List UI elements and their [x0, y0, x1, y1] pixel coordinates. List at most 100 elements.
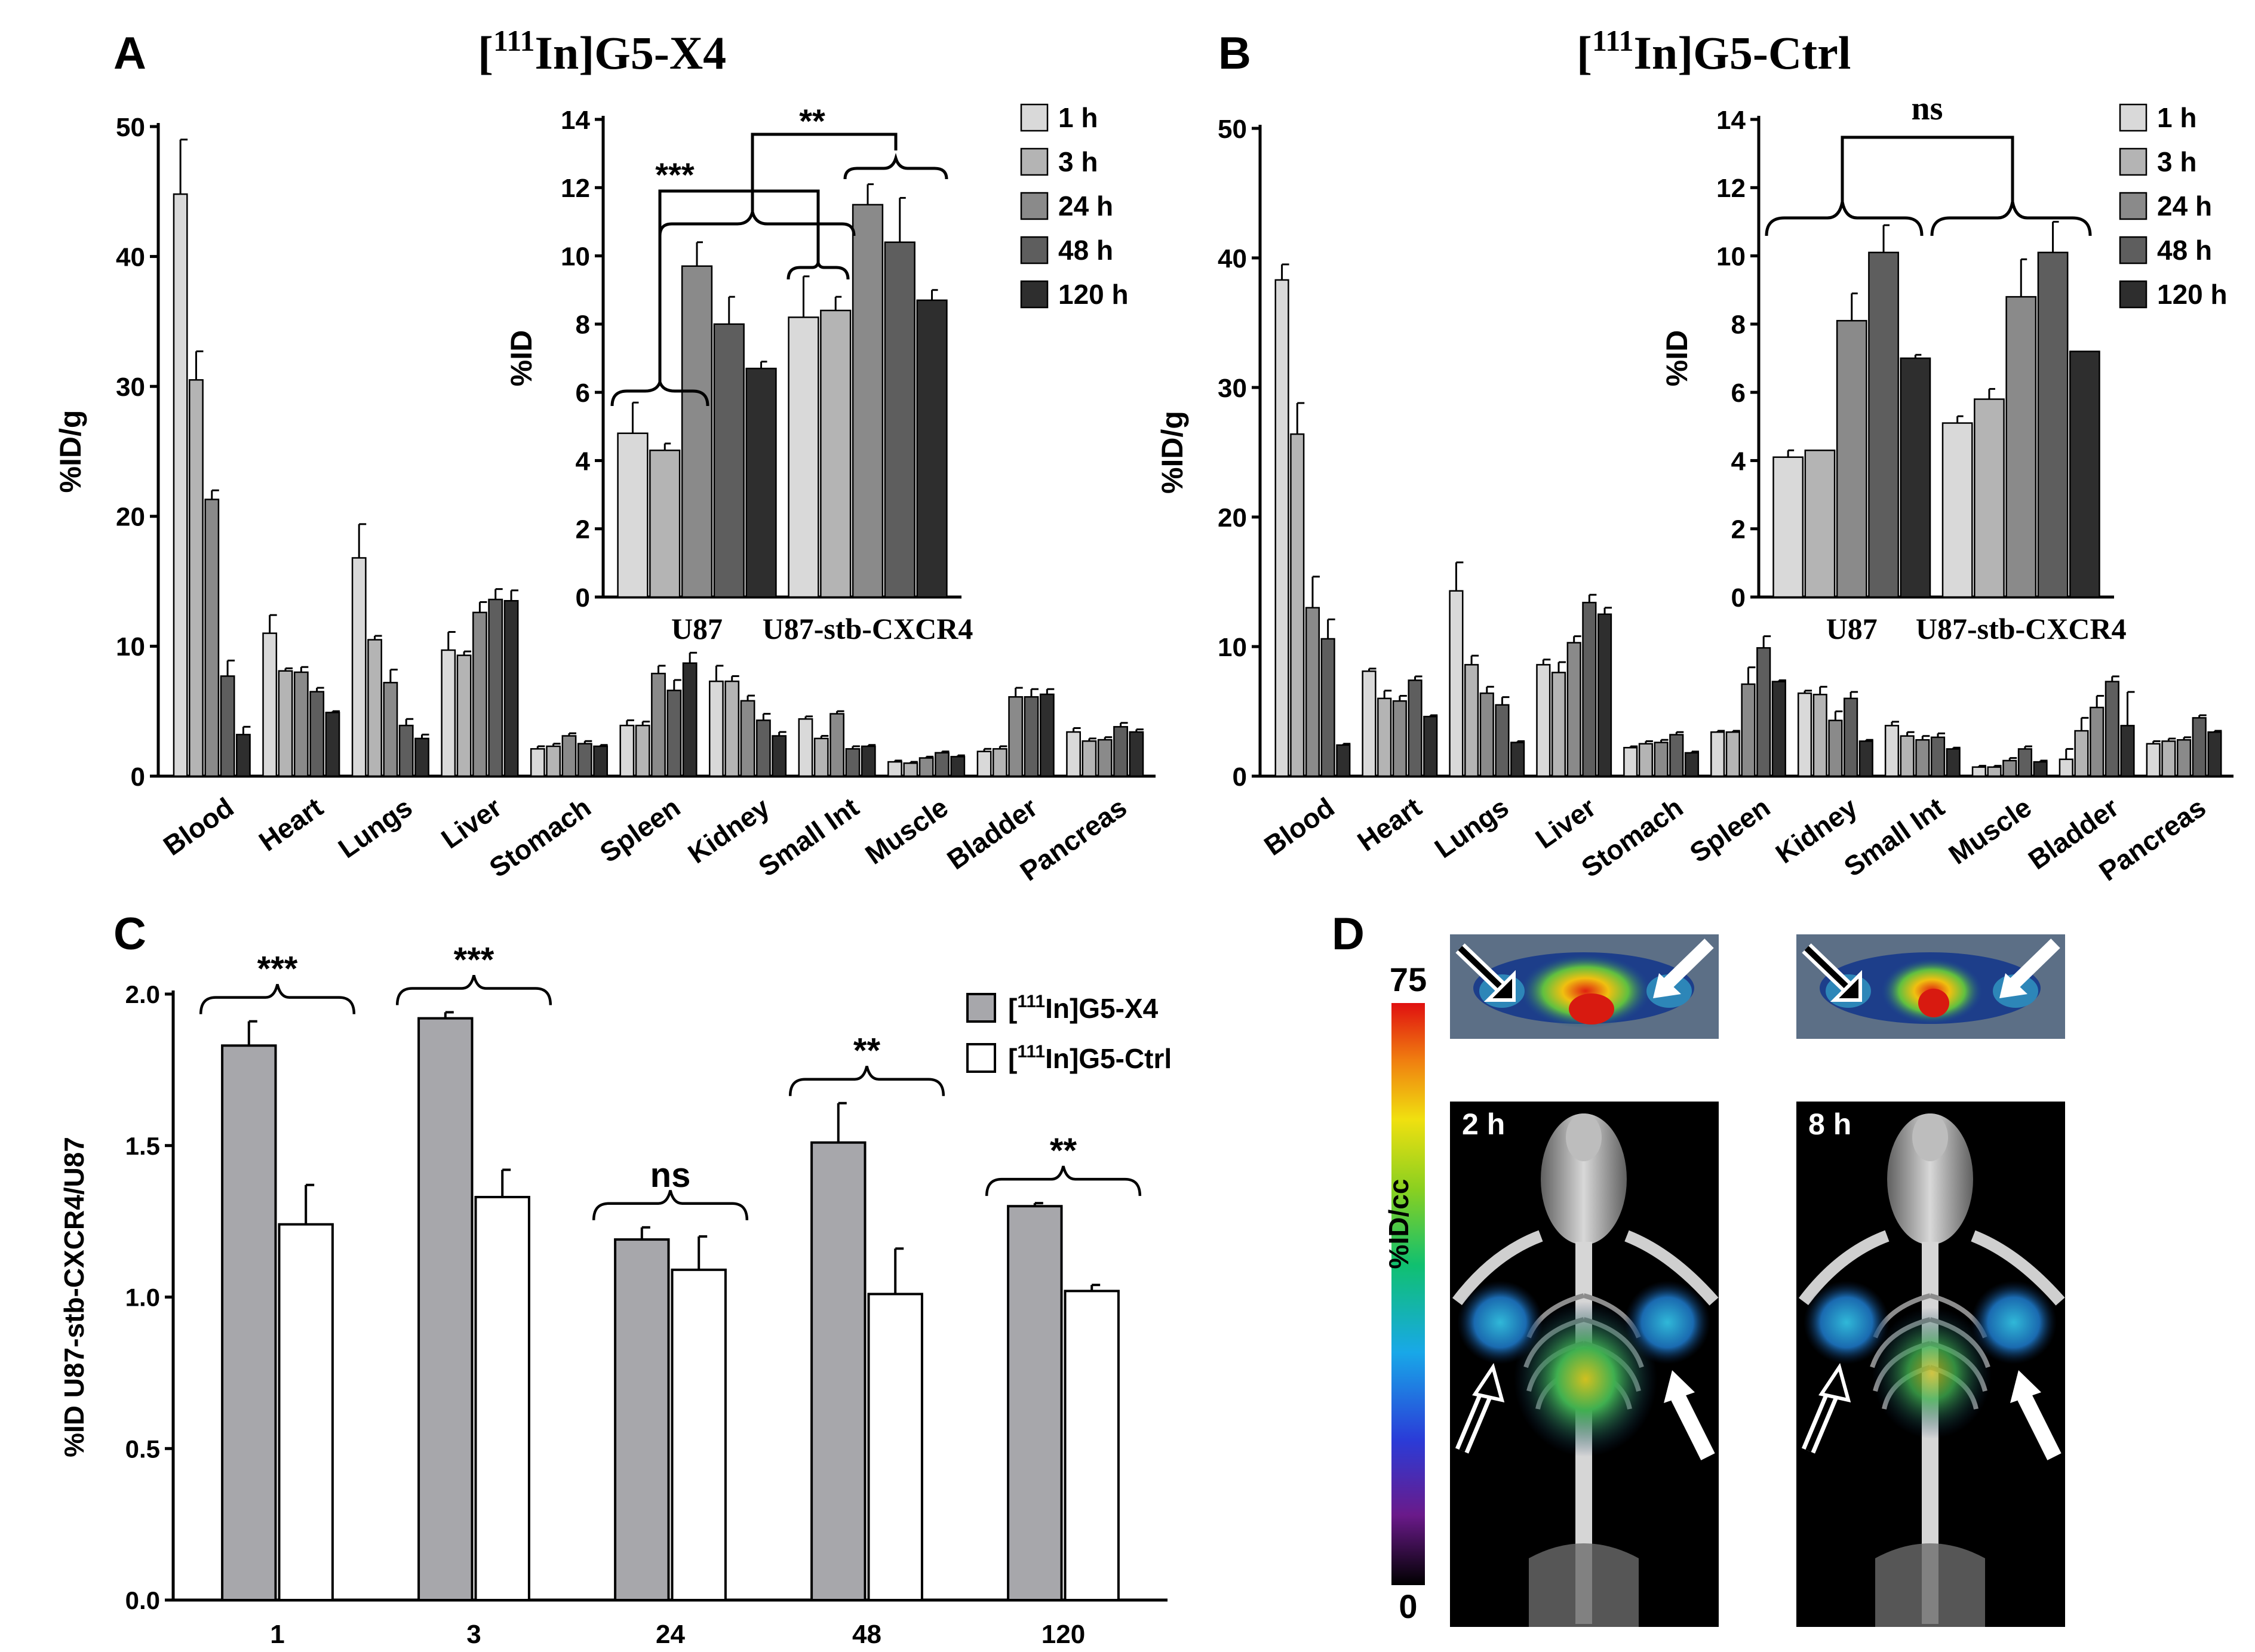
B_main-bar	[1377, 697, 1392, 777]
A_main-bar	[976, 750, 992, 777]
B_main-ytick-label: 30	[1218, 374, 1247, 403]
A_main-bar	[724, 680, 740, 777]
B_inset-category-label: U87-stb-CXCR4	[1916, 612, 2127, 645]
C-ytick-label: 1.0	[125, 1284, 160, 1312]
A_inset-legend-label: 1 h	[1058, 102, 1098, 133]
C-category-label: 24	[656, 1620, 685, 1649]
B_inset-ytick-label: 14	[1716, 106, 1746, 135]
B_inset-bar	[1772, 456, 1804, 598]
B_main-category-label: Blood	[1258, 792, 1340, 862]
B_main-ytick-label: 20	[1218, 503, 1247, 533]
c-significance-brace	[199, 984, 356, 1014]
B_inset-bar	[2037, 251, 2069, 598]
a-inset-sig-***: ***	[655, 156, 695, 193]
B_inset-bar	[1900, 357, 1931, 598]
B_main-bar	[1971, 766, 1986, 777]
a-inset-brace-4	[843, 153, 948, 180]
B_main-bar	[1858, 740, 1873, 777]
B_inset-legend-swatch	[2119, 192, 2148, 220]
A_main-category-label: Liver	[435, 792, 507, 855]
B_main-bar	[1362, 670, 1377, 777]
liver-uptake-2h	[1514, 1302, 1657, 1457]
B_main-bar	[1582, 601, 1597, 777]
A_main-bar	[635, 724, 650, 777]
B_main-bar	[1638, 743, 1654, 777]
arrow-filled-axial-8h	[1999, 939, 2060, 998]
A_inset-ytick-label: 8	[576, 310, 590, 340]
B_inset-bar	[2005, 296, 2037, 598]
B_inset-category-label: U87	[1826, 612, 1878, 645]
A_main-bar	[367, 639, 382, 777]
B_inset-legend-swatch	[2119, 147, 2148, 176]
c-legend-text: In]G5-X4	[1045, 993, 1159, 1024]
colour-scale-bar	[1391, 1003, 1425, 1585]
A_main-bar	[262, 632, 278, 777]
C-bar	[671, 1268, 727, 1601]
B_main-bar	[2002, 759, 2017, 777]
A_inset-legend-label: 120 h	[1058, 279, 1129, 310]
B_main-bar	[1741, 683, 1756, 777]
B_main-bar	[2090, 706, 2105, 777]
B_inset-legend-swatch	[2119, 280, 2148, 309]
B_inset-bar	[1868, 251, 1899, 598]
A_main-bar	[950, 756, 966, 777]
B_main-ytick-label: 10	[1218, 633, 1247, 662]
A_main-bar	[530, 748, 545, 777]
A_inset-legend-swatch	[1020, 236, 1049, 264]
panel-title-A-sup: 111	[493, 24, 534, 57]
b-inset-bracket-ns	[1841, 136, 2014, 202]
B_inset-legend-label: 48 h	[2157, 235, 2212, 266]
B_main-ylabel: %ID/g	[1156, 411, 1189, 494]
panel-title-A: [111In]G5-X4	[478, 24, 726, 79]
C-bar	[474, 1196, 530, 1601]
B_main-bar	[1320, 638, 1335, 777]
arrow-hollow-mip-8h	[1801, 1362, 1851, 1454]
A_main-bar	[1066, 731, 1081, 777]
B_inset-legend-label: 1 h	[2157, 102, 2196, 133]
B_inset-ylabel: %ID	[1660, 330, 1694, 386]
A_inset-bar	[852, 204, 884, 598]
c-legend-label: [111In]G5-X4	[1008, 992, 1159, 1024]
B_inset-ytick-label: 8	[1731, 310, 1746, 340]
A_main-bar	[383, 682, 398, 777]
A_main-bar	[992, 748, 1007, 777]
A_inset-bar	[788, 316, 819, 598]
A_main-bar	[472, 611, 487, 777]
c-legend-sup: 111	[1017, 1042, 1045, 1062]
A_inset-ytick-label: 2	[576, 515, 590, 544]
B_main-bar	[1274, 279, 1289, 777]
c-significance-label: **	[1050, 1131, 1077, 1170]
B_main-bar	[1423, 715, 1438, 777]
B_main-bar	[1305, 607, 1320, 777]
C-ytick-label: 0.0	[125, 1586, 160, 1614]
A_main-ytick-label: 40	[116, 242, 145, 272]
c-significance-label: ***	[257, 950, 298, 989]
C-bar	[614, 1238, 670, 1601]
B_main-bar	[2146, 743, 2161, 777]
tumor-right-8h	[1971, 1281, 2057, 1364]
panel-title-B-text: In]G5-Ctrl	[1633, 27, 1851, 79]
arrow-filled-mip-8h	[2010, 1370, 2062, 1460]
A_inset-bar	[713, 323, 745, 598]
panel-letter-A: A	[113, 28, 146, 79]
A_inset-ytick-label: 4	[576, 447, 591, 476]
A_inset-bar	[745, 367, 777, 598]
A_inset-bar	[884, 241, 915, 598]
A_main-category-label: Muscle	[859, 792, 954, 870]
a-inset-brace-3	[787, 262, 850, 280]
A_main-bar	[772, 735, 787, 777]
colour-scale-label: %ID/cc	[1383, 1179, 1414, 1269]
B_inset-legend-label: 3 h	[2157, 146, 2196, 177]
B_main-bar	[1408, 679, 1423, 777]
A_main-bar	[740, 700, 755, 777]
A_main-bar	[441, 649, 456, 777]
B_main-bar	[2207, 731, 2222, 777]
A_main-bar	[755, 719, 771, 777]
B_main-bar	[1290, 433, 1305, 777]
B_main-bar	[1915, 739, 1930, 777]
A_main-bar	[173, 193, 188, 777]
A_inset-legend-swatch	[1020, 192, 1049, 220]
B_main-bar	[1479, 692, 1494, 777]
panel-letter-C: C	[113, 909, 146, 959]
B_main-bar	[2105, 681, 2119, 777]
